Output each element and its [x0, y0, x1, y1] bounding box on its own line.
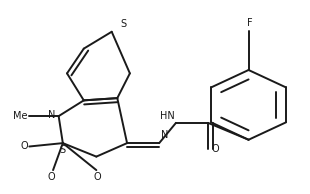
Text: S: S	[120, 19, 126, 29]
Text: O: O	[20, 141, 28, 152]
Text: Me: Me	[13, 111, 28, 121]
Text: HN: HN	[160, 111, 175, 121]
Text: O: O	[211, 144, 219, 154]
Text: N: N	[48, 110, 55, 120]
Text: F: F	[247, 18, 253, 28]
Text: O: O	[94, 172, 102, 182]
Text: N: N	[161, 130, 168, 140]
Text: O: O	[48, 172, 55, 182]
Text: S: S	[60, 145, 66, 155]
